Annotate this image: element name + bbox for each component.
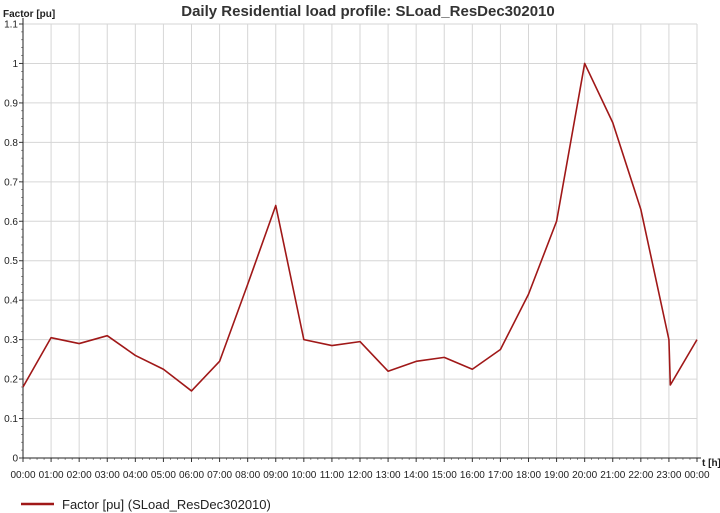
- x-tick-label: 06:00: [179, 470, 204, 481]
- x-tick-label: 18:00: [516, 470, 541, 481]
- x-tick-label: 20:00: [572, 470, 597, 481]
- x-tick-label: 17:00: [488, 470, 513, 481]
- x-tick-label: 21:00: [600, 470, 625, 481]
- y-axis-label: Factor [pu]: [3, 9, 55, 20]
- y-tick-label: 0.7: [4, 177, 18, 188]
- y-tick-label: 0.9: [4, 98, 18, 109]
- x-tick-label: 13:00: [376, 470, 401, 481]
- x-tick-labels: 00:00 01:00 02:00 03:00 04:00 05:00 06:00 07:00…: [10, 470, 709, 481]
- x-tick-label: 00:00: [10, 470, 35, 481]
- x-tick-label: 02:00: [67, 470, 92, 481]
- legend: Factor [pu] (SLoad_ResDec302010): [21, 497, 271, 512]
- x-tick-label: 11:00: [320, 470, 345, 481]
- x-tick-label: 19:00: [544, 470, 569, 481]
- y-tick-label: 1: [12, 59, 18, 70]
- y-tick-label: 0.2: [4, 375, 18, 386]
- y-tick-label: 0.5: [4, 256, 18, 267]
- x-axis-label: t [h]: [702, 458, 720, 469]
- x-tick-label: 15:00: [432, 470, 457, 481]
- series-line-factor: [22, 62, 698, 392]
- y-tick-label: 0.3: [4, 335, 18, 346]
- x-tick-label: 01:00: [39, 470, 64, 481]
- x-tick-label: 12:00: [347, 470, 372, 481]
- chart-title: Daily Residential load profile: SLoad_Re…: [181, 3, 554, 20]
- y-tick-label: 1.1: [4, 20, 18, 31]
- legend-label: Factor [pu] (SLoad_ResDec302010): [62, 497, 271, 512]
- x-tick-label: 10:00: [291, 470, 316, 481]
- y-tick-label: 0.1: [4, 414, 18, 425]
- x-tick-label: 05:00: [151, 470, 176, 481]
- gridlines: [22, 23, 698, 459]
- x-tick-label: 14:00: [404, 470, 429, 481]
- x-tick-label: 07:00: [207, 470, 232, 481]
- series-lines: [22, 62, 698, 392]
- x-tick-label: 22:00: [628, 470, 653, 481]
- x-tick-label: 00:00: [684, 470, 709, 481]
- y-tick-labels: 0 0.1 0.2 0.3 0.4 0.5 0.6 0.7 0.8 0.9 1 1.1: [4, 20, 18, 465]
- y-tick-label: 0.6: [4, 217, 18, 228]
- x-tick-label: 16:00: [460, 470, 485, 481]
- x-tick-label: 03:00: [95, 470, 120, 481]
- y-tick-label: 0.8: [4, 138, 18, 149]
- y-tick-label: 0: [12, 454, 18, 465]
- x-tick-label: 09:00: [263, 470, 288, 481]
- x-tick-label: 23:00: [656, 470, 681, 481]
- y-tick-label: 0.4: [4, 296, 18, 307]
- axes: [19, 18, 701, 462]
- x-tick-label: 08:00: [235, 470, 260, 481]
- x-tick-label: 04:00: [123, 470, 148, 481]
